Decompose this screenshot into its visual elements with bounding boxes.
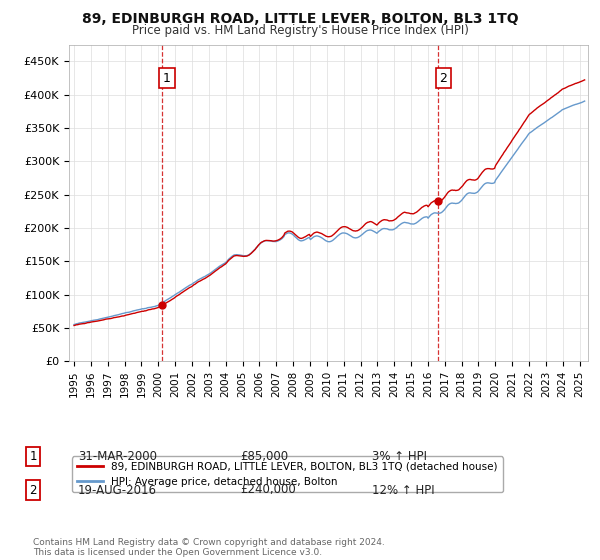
Text: 1: 1 (29, 450, 37, 463)
Text: 89, EDINBURGH ROAD, LITTLE LEVER, BOLTON, BL3 1TQ: 89, EDINBURGH ROAD, LITTLE LEVER, BOLTON… (82, 12, 518, 26)
Text: £85,000: £85,000 (240, 450, 288, 463)
Text: 2: 2 (439, 72, 448, 85)
Text: £240,000: £240,000 (240, 483, 296, 497)
Text: Price paid vs. HM Land Registry's House Price Index (HPI): Price paid vs. HM Land Registry's House … (131, 24, 469, 37)
Text: 3% ↑ HPI: 3% ↑ HPI (372, 450, 427, 463)
Text: 19-AUG-2016: 19-AUG-2016 (78, 483, 157, 497)
Text: 1: 1 (163, 72, 171, 85)
Text: Contains HM Land Registry data © Crown copyright and database right 2024.
This d: Contains HM Land Registry data © Crown c… (33, 538, 385, 557)
Text: 31-MAR-2000: 31-MAR-2000 (78, 450, 157, 463)
Legend: 89, EDINBURGH ROAD, LITTLE LEVER, BOLTON, BL3 1TQ (detached house), HPI: Average: 89, EDINBURGH ROAD, LITTLE LEVER, BOLTON… (71, 456, 503, 492)
Text: 2: 2 (29, 483, 37, 497)
Text: 12% ↑ HPI: 12% ↑ HPI (372, 483, 434, 497)
